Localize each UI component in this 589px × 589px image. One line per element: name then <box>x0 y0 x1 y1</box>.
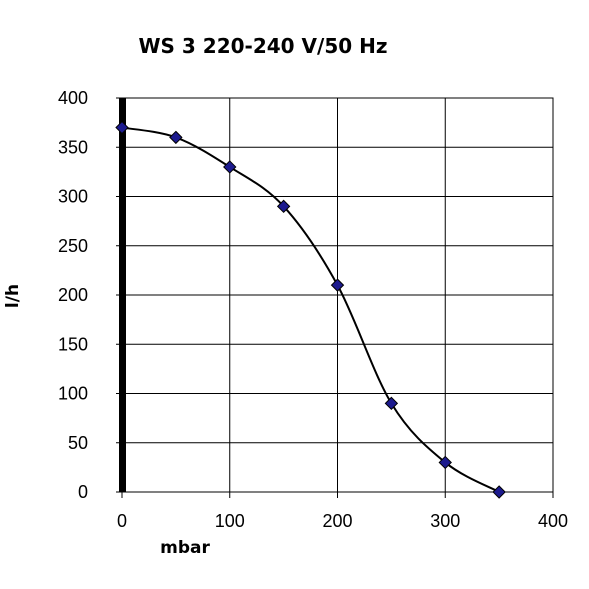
x-tick-label: 200 <box>322 511 352 531</box>
y-tick-label: 50 <box>68 433 88 453</box>
data-point <box>492 485 506 499</box>
data-point <box>276 199 291 214</box>
x-tick-labels: 0 100 200 300 400 <box>117 511 568 531</box>
y-tick-label: 0 <box>78 482 88 502</box>
chart-title: WS 3 220-240 V/50 Hz <box>138 34 387 58</box>
y-tick-label: 400 <box>58 88 88 108</box>
data-point <box>438 455 452 470</box>
series-line <box>121 126 500 493</box>
data-point <box>384 396 399 411</box>
x-tick-label: 300 <box>430 511 460 531</box>
y-tick-label: 250 <box>58 236 88 256</box>
y-tick-label: 100 <box>58 384 88 404</box>
series-markers <box>115 120 506 499</box>
y-axis-label: l/h <box>3 284 23 308</box>
x-axis-label: mbar <box>160 538 210 558</box>
y-tick-label: 350 <box>58 137 88 157</box>
data-point <box>223 160 237 174</box>
y-tick-label: 300 <box>58 187 88 207</box>
x-tick-label: 100 <box>215 511 245 531</box>
data-point <box>115 120 129 135</box>
y-tick-label: 200 <box>58 285 88 305</box>
y-tick-label: 150 <box>58 334 88 354</box>
data-point <box>169 130 183 145</box>
plot-grid <box>116 97 554 498</box>
x-tick-label: 400 <box>538 511 568 531</box>
y-axis-bar <box>119 98 126 492</box>
y-tick-labels: 0 50 100 150 200 250 300 350 400 <box>58 88 88 502</box>
x-tick-label: 0 <box>117 511 127 531</box>
data-point <box>330 278 345 292</box>
